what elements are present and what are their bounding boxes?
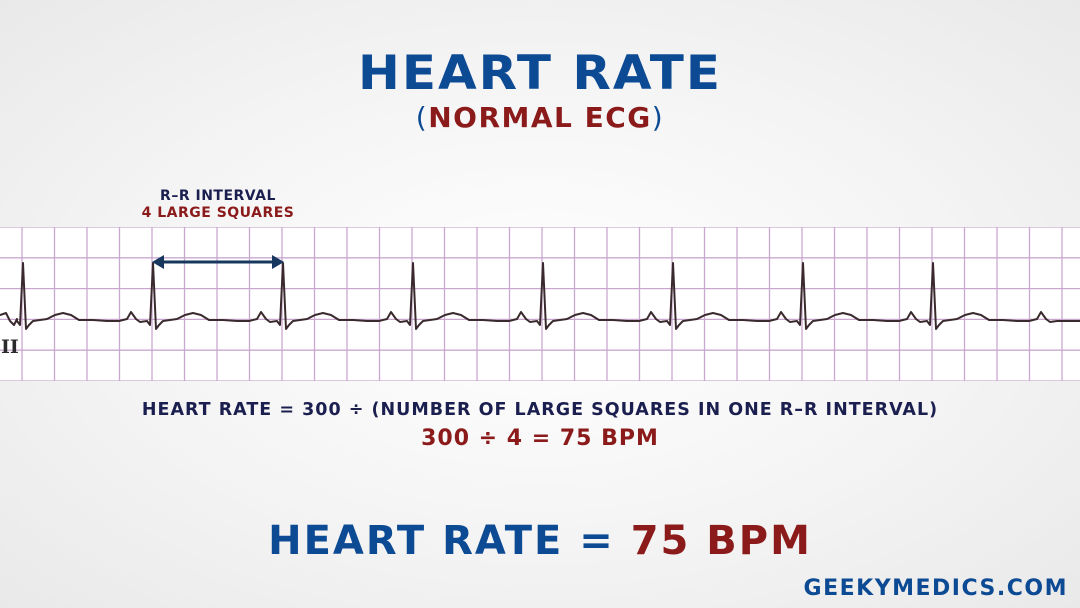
heart-rate-calculation: 300 ÷ 4 = 75 BPM bbox=[421, 426, 659, 451]
result-label: HEART RATE = bbox=[268, 518, 631, 564]
rr-interval-label: R–R INTERVAL bbox=[160, 188, 276, 204]
ecg-trace-line bbox=[0, 262, 1080, 330]
ecg-tracing bbox=[0, 227, 1080, 381]
ecg-strip bbox=[0, 227, 1080, 381]
result-value: 75 BPM bbox=[630, 518, 812, 564]
subtitle-close-paren: ) bbox=[651, 101, 665, 134]
rr-squares-label: 4 LARGE SQUARES bbox=[141, 205, 295, 221]
site-watermark: GEEKYMEDICS.COM bbox=[803, 576, 1068, 601]
page-title: HEART RATE bbox=[357, 45, 723, 101]
heart-rate-formula: HEART RATE = 300 ÷ (NUMBER OF LARGE SQUA… bbox=[141, 400, 939, 420]
subtitle-text: NORMAL ECG bbox=[428, 101, 652, 134]
heart-rate-result: HEART RATE = 75 BPM bbox=[0, 518, 1080, 564]
rr-interval-arrow bbox=[152, 255, 284, 269]
page-subtitle: (NORMAL ECG) bbox=[0, 100, 1080, 136]
subtitle-open-paren: ( bbox=[415, 101, 429, 134]
ecg-grid bbox=[0, 227, 1080, 381]
lead-label: II bbox=[1, 336, 19, 358]
